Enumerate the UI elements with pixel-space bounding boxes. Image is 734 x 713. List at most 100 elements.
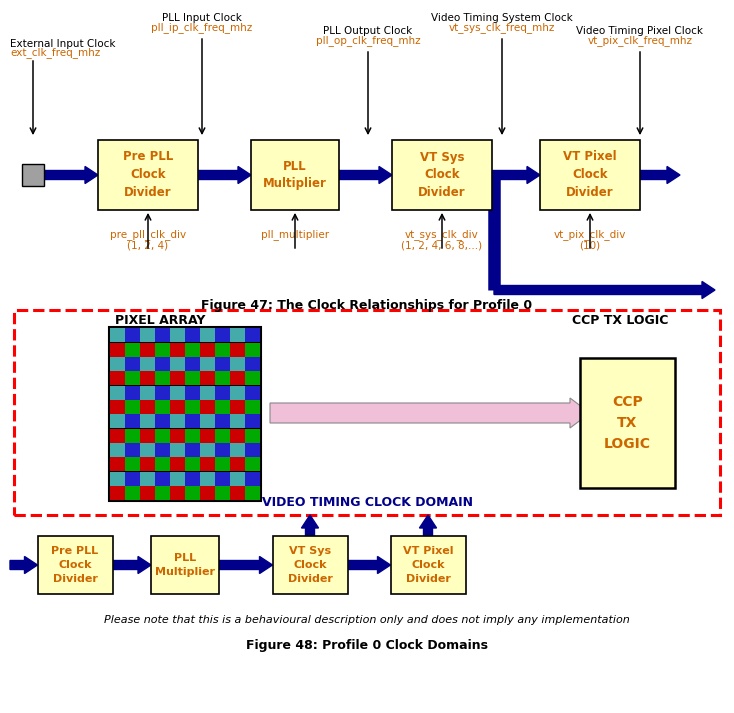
- Bar: [251, 140, 339, 210]
- Bar: [390, 536, 465, 594]
- FancyArrow shape: [219, 556, 272, 573]
- Text: VT Pixel
Clock
Divider: VT Pixel Clock Divider: [403, 546, 454, 584]
- Bar: [230, 343, 244, 356]
- Bar: [170, 457, 185, 471]
- Text: CCP TX LOGIC: CCP TX LOGIC: [572, 314, 668, 327]
- Bar: [170, 486, 185, 500]
- Text: PLL Output Clock: PLL Output Clock: [324, 26, 413, 36]
- Bar: [185, 328, 200, 342]
- Bar: [185, 457, 200, 471]
- Bar: [109, 327, 261, 501]
- Bar: [37, 536, 112, 594]
- Text: VT Sys
Clock
Divider: VT Sys Clock Divider: [288, 546, 333, 584]
- Bar: [245, 371, 260, 385]
- Text: PLL
Multiplier: PLL Multiplier: [155, 553, 215, 577]
- Bar: [185, 343, 200, 356]
- Text: VT Pixel
Clock
Divider: VT Pixel Clock Divider: [563, 150, 617, 200]
- Text: External Input Clock: External Input Clock: [10, 39, 115, 49]
- Bar: [215, 386, 230, 400]
- Bar: [580, 358, 675, 488]
- FancyArrow shape: [640, 166, 680, 183]
- Bar: [215, 443, 230, 457]
- Text: VT Sys
Clock
Divider: VT Sys Clock Divider: [418, 150, 466, 200]
- FancyArrow shape: [112, 556, 151, 573]
- Bar: [140, 471, 155, 486]
- Bar: [110, 486, 125, 500]
- Text: PLL
Multiplier: PLL Multiplier: [263, 160, 327, 190]
- Bar: [155, 357, 170, 371]
- Bar: [215, 471, 230, 486]
- Bar: [245, 429, 260, 443]
- Bar: [200, 443, 215, 457]
- Bar: [170, 414, 185, 429]
- Text: pll_op_clk_freq_mhz: pll_op_clk_freq_mhz: [316, 35, 421, 46]
- Bar: [185, 357, 200, 371]
- Bar: [155, 429, 170, 443]
- Text: VIDEO TIMING CLOCK DOMAIN: VIDEO TIMING CLOCK DOMAIN: [261, 496, 473, 510]
- FancyArrow shape: [270, 398, 590, 428]
- Bar: [245, 486, 260, 500]
- Bar: [230, 471, 244, 486]
- Bar: [140, 357, 155, 371]
- Bar: [215, 371, 230, 385]
- Bar: [392, 140, 492, 210]
- Bar: [215, 486, 230, 500]
- Bar: [200, 429, 215, 443]
- Bar: [110, 357, 125, 371]
- Bar: [125, 443, 139, 457]
- Bar: [245, 343, 260, 356]
- Bar: [98, 140, 198, 210]
- Bar: [230, 414, 244, 429]
- Bar: [155, 471, 170, 486]
- Bar: [185, 471, 200, 486]
- Bar: [185, 414, 200, 429]
- Bar: [151, 536, 219, 594]
- Text: (10): (10): [579, 240, 600, 250]
- Bar: [200, 386, 215, 400]
- Bar: [125, 343, 139, 356]
- Bar: [155, 486, 170, 500]
- Bar: [125, 357, 139, 371]
- Bar: [140, 429, 155, 443]
- Bar: [155, 371, 170, 385]
- Text: (1, 2, 4, 6, 8,...): (1, 2, 4, 6, 8,...): [401, 240, 482, 250]
- Text: Pre PLL
Clock
Divider: Pre PLL Clock Divider: [123, 150, 173, 200]
- Bar: [125, 457, 139, 471]
- Bar: [230, 429, 244, 443]
- Bar: [200, 471, 215, 486]
- Bar: [155, 386, 170, 400]
- Bar: [215, 400, 230, 414]
- Bar: [230, 457, 244, 471]
- Bar: [125, 414, 139, 429]
- Text: vt_sys_clk_div: vt_sys_clk_div: [405, 230, 479, 240]
- Bar: [245, 457, 260, 471]
- Bar: [22, 164, 44, 186]
- FancyArrow shape: [494, 282, 715, 299]
- Bar: [215, 457, 230, 471]
- Text: vt_pix_clk_div: vt_pix_clk_div: [554, 230, 626, 240]
- Bar: [170, 357, 185, 371]
- Bar: [125, 429, 139, 443]
- Bar: [230, 443, 244, 457]
- Bar: [245, 400, 260, 414]
- Bar: [245, 386, 260, 400]
- Bar: [185, 386, 200, 400]
- Text: Figure 48: Profile 0 Clock Domains: Figure 48: Profile 0 Clock Domains: [246, 639, 488, 652]
- Bar: [140, 343, 155, 356]
- Bar: [200, 486, 215, 500]
- Bar: [110, 400, 125, 414]
- Bar: [215, 343, 230, 356]
- Bar: [230, 486, 244, 500]
- Text: Pre PLL
Clock
Divider: Pre PLL Clock Divider: [51, 546, 98, 584]
- FancyArrow shape: [302, 515, 319, 536]
- Bar: [245, 414, 260, 429]
- Bar: [14, 310, 720, 515]
- Bar: [170, 400, 185, 414]
- Bar: [155, 343, 170, 356]
- Text: ext_clk_freq_mhz: ext_clk_freq_mhz: [10, 47, 101, 58]
- Bar: [110, 371, 125, 385]
- Bar: [125, 400, 139, 414]
- Bar: [155, 443, 170, 457]
- Bar: [185, 429, 200, 443]
- Bar: [200, 343, 215, 356]
